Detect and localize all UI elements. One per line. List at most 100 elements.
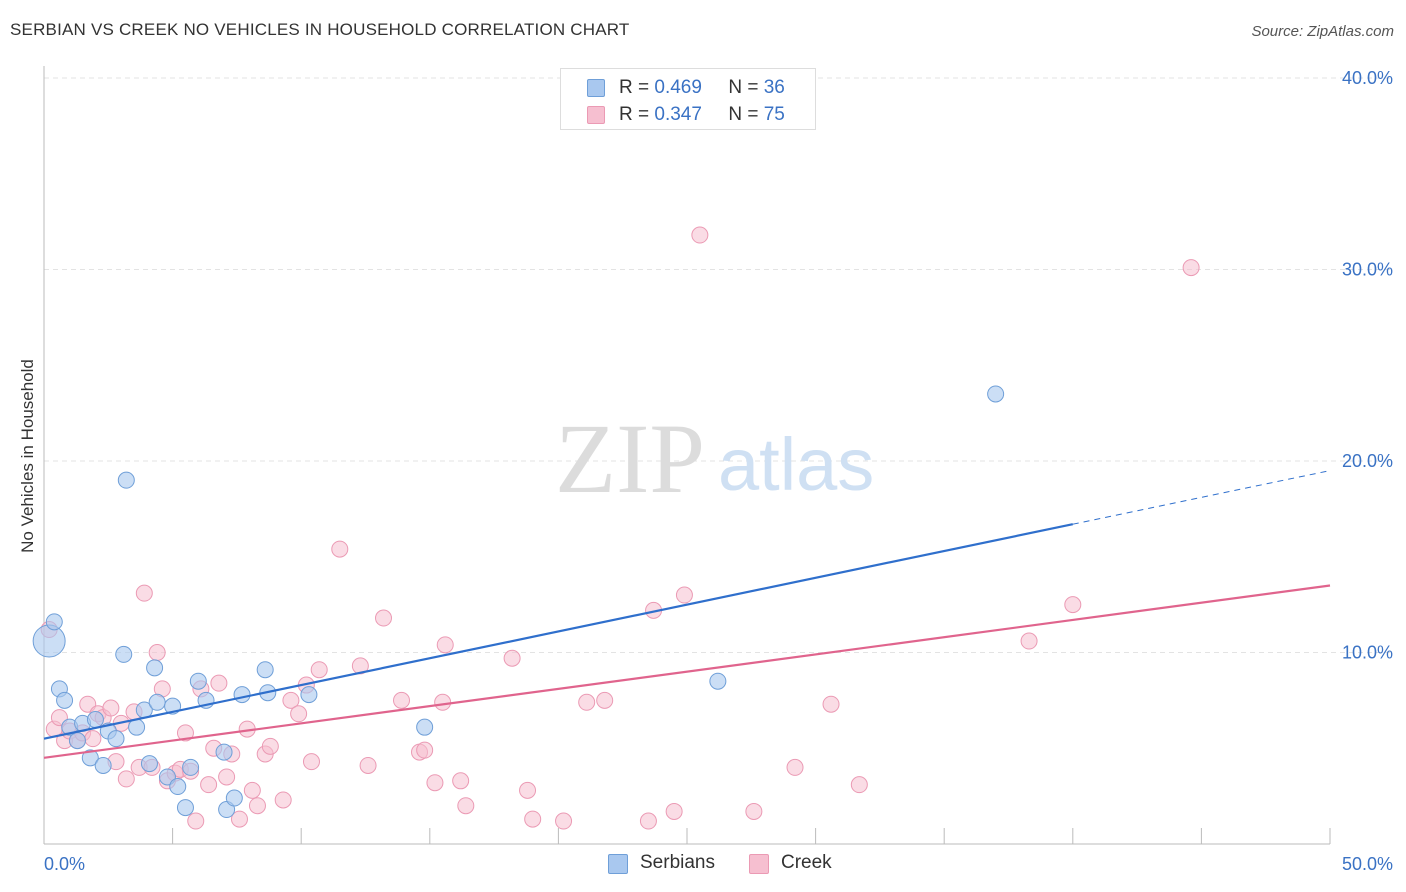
- creek-point: [503, 649, 521, 667]
- x-tick-label: 0.0%: [44, 854, 85, 874]
- creek-point: [745, 802, 763, 820]
- creek-point: [1020, 632, 1038, 650]
- creek-point: [176, 724, 194, 742]
- creek-r-value: 0.347: [654, 104, 702, 125]
- creek-point: [524, 810, 542, 828]
- serbians-point: [416, 718, 434, 736]
- creek-point: [218, 768, 236, 786]
- creek-point: [243, 781, 261, 799]
- bottom-serbians-label: Serbians: [640, 852, 715, 873]
- creek-point: [555, 812, 573, 830]
- creek-point: [436, 636, 454, 654]
- serbians-swatch: [587, 79, 605, 97]
- creek-point: [331, 540, 349, 558]
- creek-n-value: 75: [763, 104, 785, 125]
- serbians-point: [709, 672, 727, 690]
- serbians-point: [117, 471, 135, 489]
- creek-point: [1064, 596, 1082, 614]
- serbians-point: [182, 758, 200, 776]
- bottom-serbians-swatch: [608, 854, 628, 874]
- creek-point: [290, 705, 308, 723]
- creek-point: [822, 695, 840, 713]
- serbians-point: [148, 693, 166, 711]
- creek-point: [282, 691, 300, 709]
- bottom-creek-label: Creek: [781, 852, 832, 873]
- watermark-zip: ZIP: [555, 403, 705, 514]
- y-tick-label: 20.0%: [1342, 451, 1393, 471]
- creek-point: [359, 756, 377, 774]
- creek-point: [261, 737, 279, 755]
- creek-point: [187, 812, 205, 830]
- creek-point: [639, 812, 657, 830]
- creek-point: [850, 776, 868, 794]
- creek-r-label: R =: [619, 104, 650, 125]
- serbians-point: [215, 743, 233, 761]
- source-label: Source: ZipAtlas.com: [1251, 23, 1394, 40]
- creek-point: [393, 691, 411, 709]
- axes: [43, 66, 1331, 845]
- serbians-point: [86, 711, 104, 729]
- watermark-atlas: atlas: [718, 423, 874, 506]
- creek-point: [519, 781, 537, 799]
- creek-point: [148, 644, 166, 661]
- creek-point: [691, 226, 709, 244]
- creek-point: [665, 802, 683, 820]
- creek-point: [102, 699, 120, 717]
- creek-point: [200, 776, 218, 794]
- creek-point: [351, 657, 369, 675]
- serbians-r-label: R =: [619, 77, 650, 98]
- serbians-point: [140, 755, 158, 773]
- correlation-legend: R = 0.469 N = 36 R = 0.347 N = 75: [560, 68, 816, 130]
- serbians-point: [32, 624, 66, 658]
- serbians-point: [225, 789, 243, 807]
- serbians-point: [987, 385, 1005, 403]
- serbians-stats: R = 0.469 N = 36: [619, 77, 785, 99]
- serbians-point: [68, 732, 86, 750]
- creek-swatch: [587, 106, 605, 124]
- creek-point: [452, 772, 470, 790]
- y-tick-label: 30.0%: [1342, 260, 1393, 280]
- serbians-n-label: N =: [728, 77, 759, 98]
- serbians-point: [115, 645, 133, 663]
- chart-title: SERBIAN VS CREEK NO VEHICLES IN HOUSEHOL…: [10, 20, 630, 39]
- creek-point: [230, 810, 248, 828]
- creek-point: [596, 691, 614, 709]
- serbians-point: [176, 799, 194, 817]
- creek-point: [302, 753, 320, 771]
- creek-point: [578, 693, 596, 711]
- y-tick-label: 10.0%: [1342, 643, 1393, 663]
- y-axis-label: No Vehicles in Household: [18, 359, 37, 553]
- creek-point: [84, 730, 102, 748]
- creek-point: [310, 661, 328, 679]
- serbians-point: [56, 691, 74, 709]
- serbians-point: [45, 613, 63, 631]
- creek-point: [375, 609, 393, 627]
- creek-point: [135, 584, 153, 602]
- serbians-point: [256, 661, 274, 679]
- creek-point: [1182, 259, 1200, 277]
- serbians-point: [169, 778, 187, 796]
- x-tick-label: 50.0%: [1342, 854, 1393, 874]
- creek-point: [457, 797, 475, 815]
- serbians-point: [94, 756, 112, 774]
- bottom-creek-swatch: [749, 854, 769, 874]
- y-tick-label: 40.0%: [1342, 68, 1393, 88]
- serbians-point: [146, 659, 164, 677]
- creek-n-label: N =: [728, 104, 759, 125]
- tick-labels: 10.0% 20.0% 30.0% 40.0% 0.0% 50.0%: [44, 68, 1393, 874]
- watermark: ZIP atlas: [555, 403, 874, 514]
- creek-point: [416, 741, 434, 759]
- serbians-n-value: 36: [763, 77, 785, 98]
- creek-point: [434, 693, 452, 711]
- serbians-point: [300, 686, 318, 704]
- serbians-r-value: 0.469: [654, 77, 702, 98]
- serbians-point: [81, 749, 99, 767]
- grid-lines: [44, 77, 1392, 653]
- creek-point: [210, 674, 228, 692]
- creek-stats: R = 0.347 N = 75: [619, 104, 785, 126]
- creek-point: [274, 791, 292, 809]
- creek-point: [117, 770, 135, 788]
- creek-point: [786, 758, 804, 776]
- serbians-trend-line: [43, 523, 1074, 740]
- trend-lines: [43, 470, 1331, 759]
